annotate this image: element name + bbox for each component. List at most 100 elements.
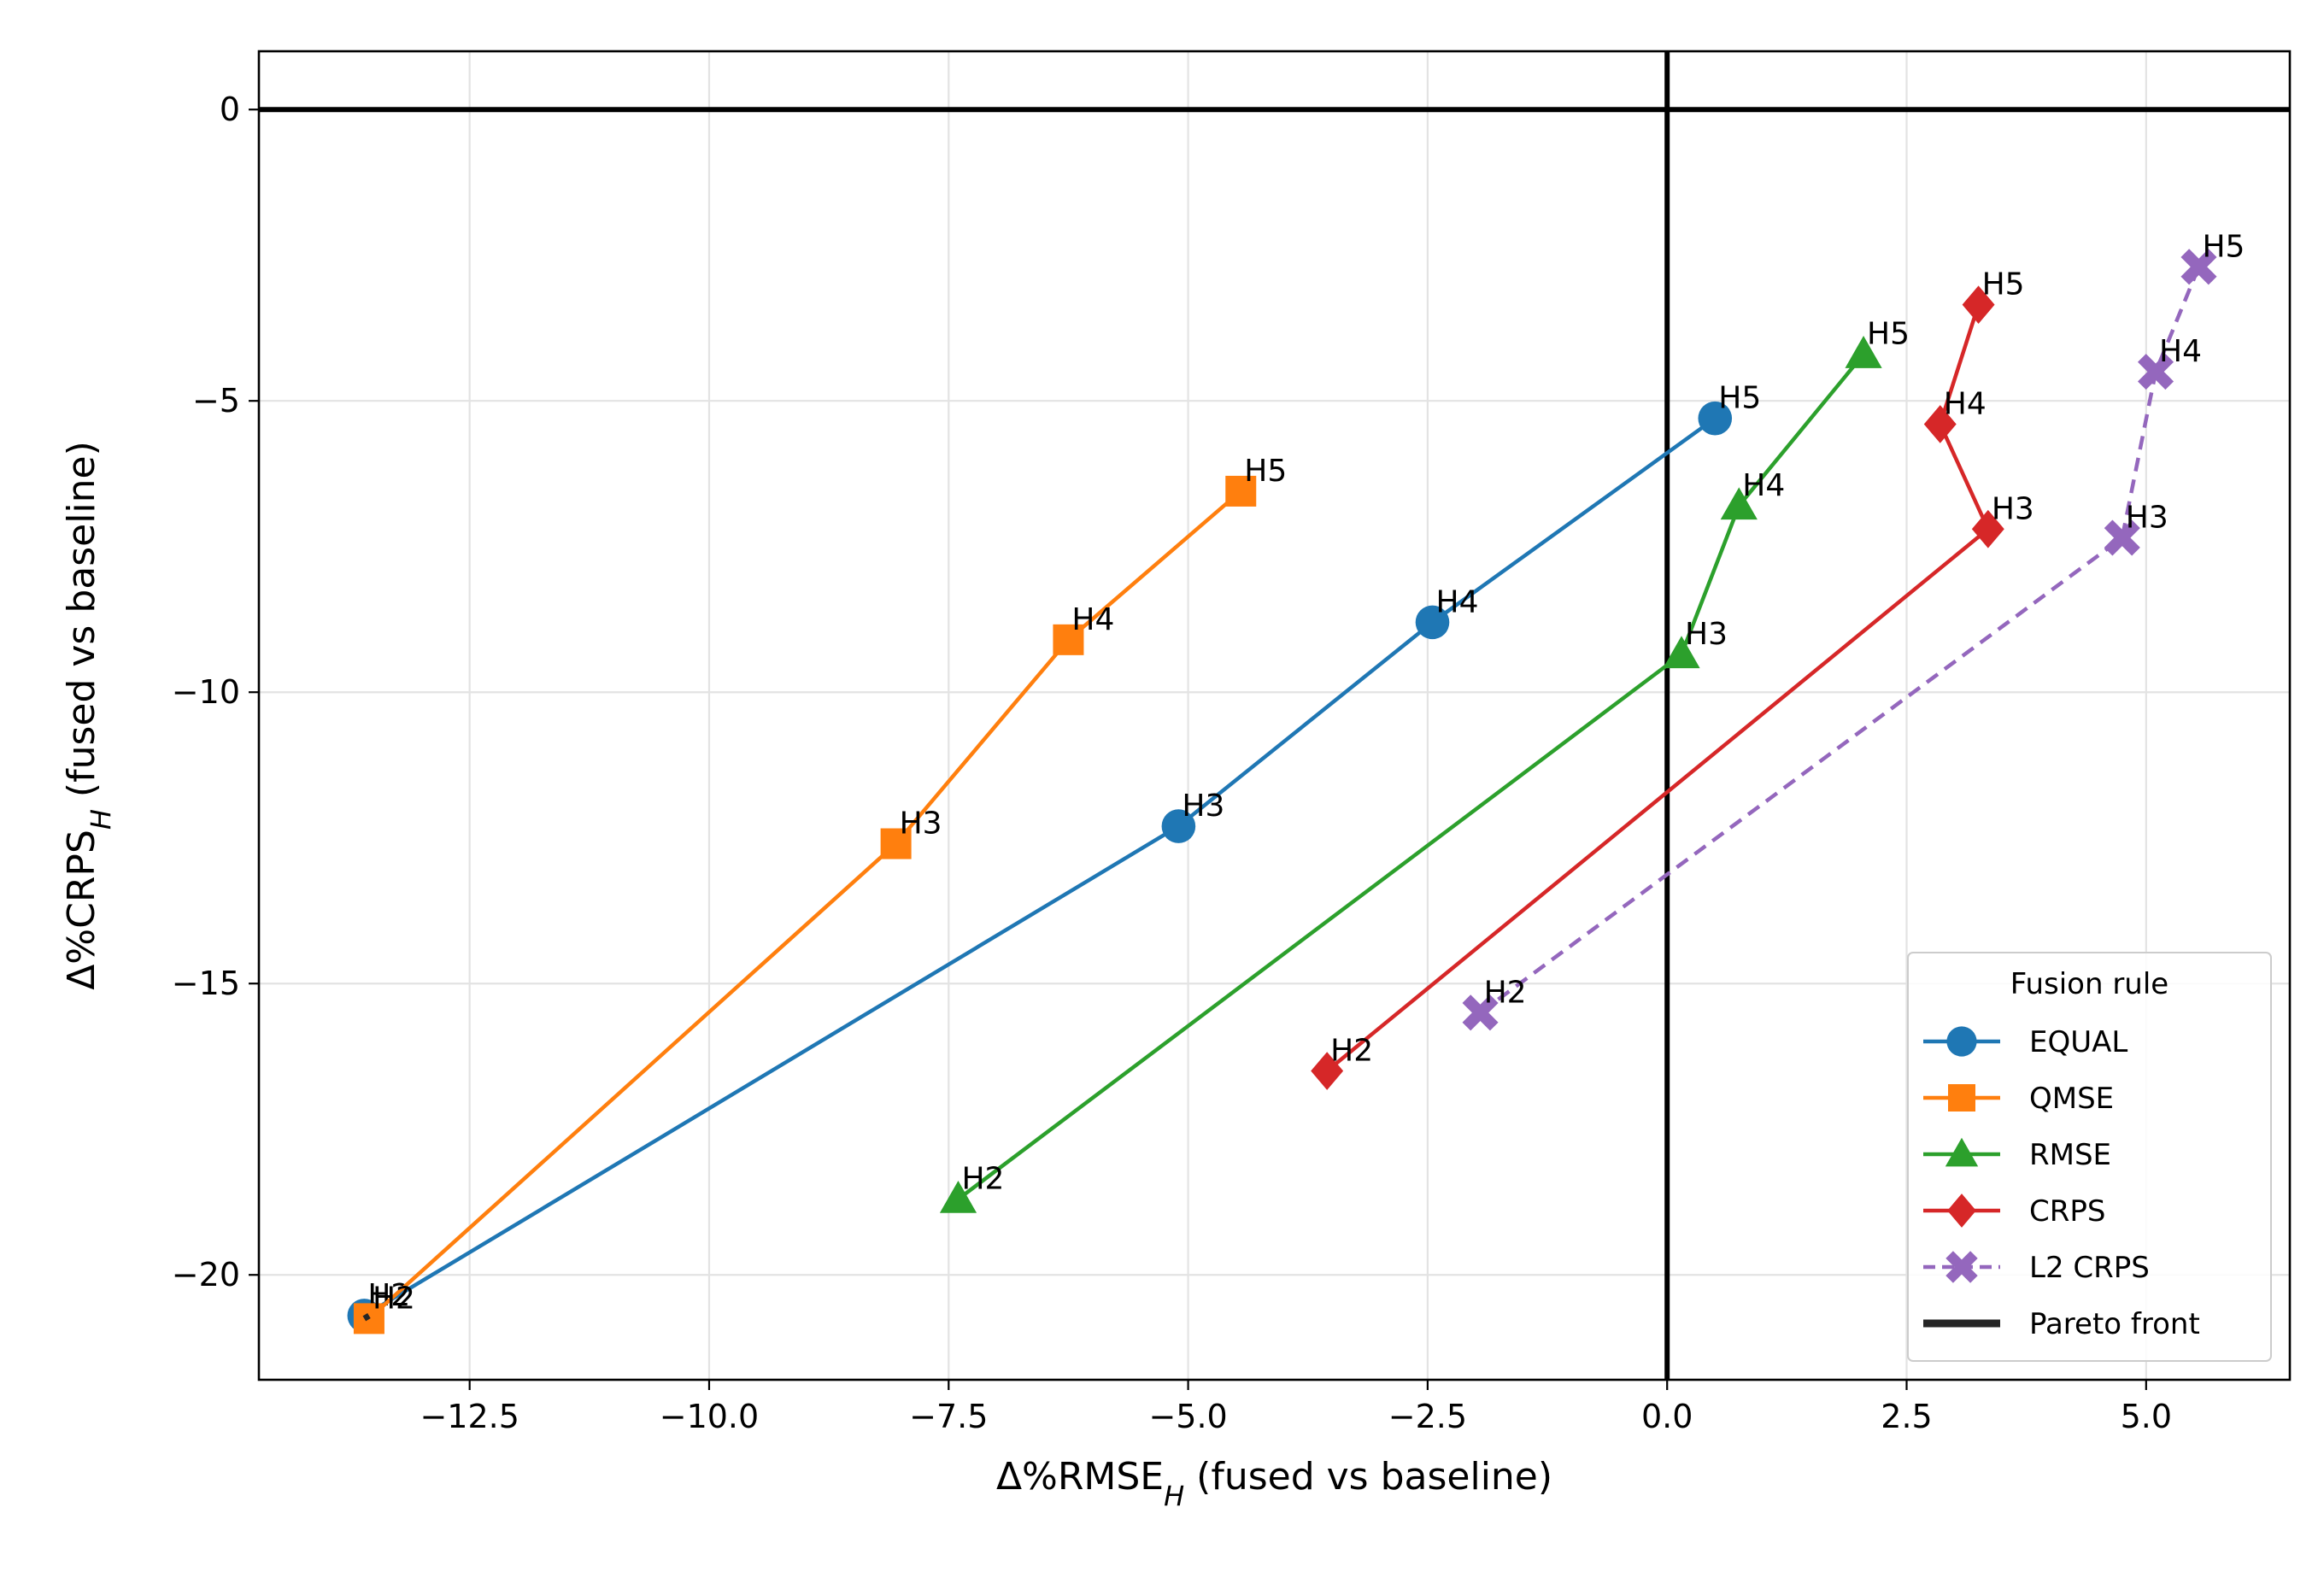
plot-frame [257, 50, 2292, 1381]
y-tick-label: −15 [172, 965, 240, 1002]
x-marker-stroke [1462, 994, 1499, 1031]
diamond-marker [1947, 1194, 1976, 1228]
legend-label: EQUAL [2029, 1025, 2127, 1059]
y-axis-label-main: Δ%CRPS [60, 830, 103, 990]
point-label: H2 [1484, 975, 1527, 1010]
series-line [1479, 266, 2201, 1015]
legend-entry: CRPS [1923, 1194, 2105, 1229]
circle-marker [1946, 1026, 1977, 1057]
circle-marker [1415, 605, 1450, 640]
point-label: H4 [1436, 584, 1479, 619]
square-marker [1225, 475, 1257, 507]
x-axis-label-main: Δ%RMSE [996, 1455, 1164, 1499]
series-rmse: H2 H3 H4 H5 [939, 317, 1910, 1213]
legend: Fusion rule EQUAL QMSE RMSE CRPS L2 CRPS Pare… [1907, 952, 2272, 1362]
y-axis-label: Δ%CRPSH (fused vs baseline) [60, 441, 117, 990]
y-axis-label-rest: (fused vs baseline) [60, 441, 103, 809]
series-line [367, 490, 1242, 1321]
triangle-marker [1845, 336, 1882, 368]
x-tick-label: 2.5 [1881, 1398, 1932, 1435]
y-tick-label: −20 [172, 1256, 240, 1293]
point-label: H4 [1944, 386, 1987, 421]
legend-label: QMSE [2029, 1082, 2114, 1116]
legend-label: L2 CRPS [2029, 1251, 2150, 1285]
series-l2-crps: H2 H3 H4 H5 [1462, 229, 2245, 1031]
y-axis-label-sub: H [85, 809, 117, 830]
x-axis-label-sub: H [1164, 1480, 1184, 1512]
point-label: H2 [961, 1162, 1004, 1197]
legend-entries: EQUAL QMSE RMSE CRPS L2 CRPS Pareto front [1923, 1025, 2200, 1341]
triangle-marker [1720, 487, 1758, 520]
x-marker [1462, 994, 1499, 1031]
reference-lines [259, 51, 2290, 1380]
legend-label: RMSE [2029, 1138, 2111, 1172]
x-marker-stroke [1945, 1251, 1978, 1283]
point-label: H5 [1867, 317, 1910, 352]
point-label: H2 [373, 1281, 415, 1316]
point-label: H3 [1182, 789, 1224, 824]
point-label: H4 [2159, 334, 2202, 369]
series-line [363, 416, 1717, 1317]
y-tick-label: −10 [172, 673, 240, 711]
diamond-marker [1962, 285, 1995, 324]
series-line [1325, 303, 1991, 1073]
x-marker [1945, 1251, 1978, 1283]
x-marker-stroke [2137, 354, 2174, 390]
legend-entry: QMSE [1923, 1082, 2114, 1116]
triangle-marker [1945, 1137, 1979, 1167]
legend-box [1907, 952, 2272, 1362]
legend-label: Pareto front [2029, 1307, 2200, 1341]
x-marker [2104, 519, 2140, 556]
diamond-marker [1923, 405, 1957, 443]
circle-marker [1161, 809, 1196, 843]
point-label: H5 [1718, 381, 1761, 416]
legend-entry: RMSE [1923, 1137, 2111, 1172]
series-line [957, 353, 1865, 1201]
x-tick-label: −12.5 [420, 1398, 519, 1435]
square-marker [1053, 624, 1084, 655]
y-tick-label: 0 [220, 91, 240, 128]
point-label: H3 [2126, 500, 2168, 535]
pareto-front-line [362, 1312, 371, 1322]
legend-entry: L2 CRPS [1923, 1251, 2150, 1285]
point-label: H2 [1330, 1034, 1373, 1069]
x-tick-label: 0.0 [1641, 1398, 1693, 1435]
x-tick-label: −10.0 [660, 1398, 759, 1435]
series-crps: H2 H3 H4 H5 [1311, 267, 2034, 1090]
square-marker [1948, 1084, 1975, 1112]
point-label: H3 [900, 807, 942, 842]
diamond-marker [1971, 509, 2004, 548]
ticks: −12.5 −10.0 −7.5 −5.0 −2.5 0.0 2.5 5.0 0 −5 −10 −15… [172, 91, 2172, 1435]
x-marker [2180, 249, 2217, 285]
point-label: H5 [1244, 454, 1287, 489]
x-marker-stroke [2180, 249, 2217, 285]
triangle-marker [939, 1180, 977, 1213]
triangle-marker [1663, 636, 1700, 669]
legend-entry: EQUAL [1923, 1025, 2127, 1059]
legend-title: Fusion rule [2010, 967, 2168, 1001]
legend-entry: Pareto front [1923, 1307, 2200, 1341]
x-tick-label: 5.0 [2121, 1398, 2172, 1435]
x-tick-label: −7.5 [909, 1398, 988, 1435]
series-qmse: H2 H3 H4 H5 [353, 454, 1287, 1334]
legend-label: CRPS [2029, 1194, 2105, 1229]
point-label: H5 [2202, 229, 2245, 264]
point-label: H3 [1685, 617, 1728, 652]
circle-marker [1698, 401, 1733, 436]
point-label: H4 [1071, 602, 1114, 637]
x-marker-stroke [2104, 519, 2140, 556]
point-label: H3 [1992, 491, 2034, 526]
point-label: H5 [1982, 267, 2025, 302]
x-axis-label-rest: (fused vs baseline) [1184, 1455, 1552, 1499]
series-equal: H2 H3 H4 H5 [347, 381, 1761, 1333]
x-tick-label: −2.5 [1388, 1398, 1467, 1435]
point-label: H4 [1742, 468, 1785, 503]
diamond-marker [1311, 1052, 1344, 1090]
square-marker [880, 828, 912, 859]
y-tick-label: −5 [192, 382, 240, 419]
x-axis-label: Δ%RMSEH (fused vs baseline) [996, 1455, 1552, 1512]
x-marker [2137, 354, 2174, 390]
x-tick-label: −5.0 [1148, 1398, 1227, 1435]
